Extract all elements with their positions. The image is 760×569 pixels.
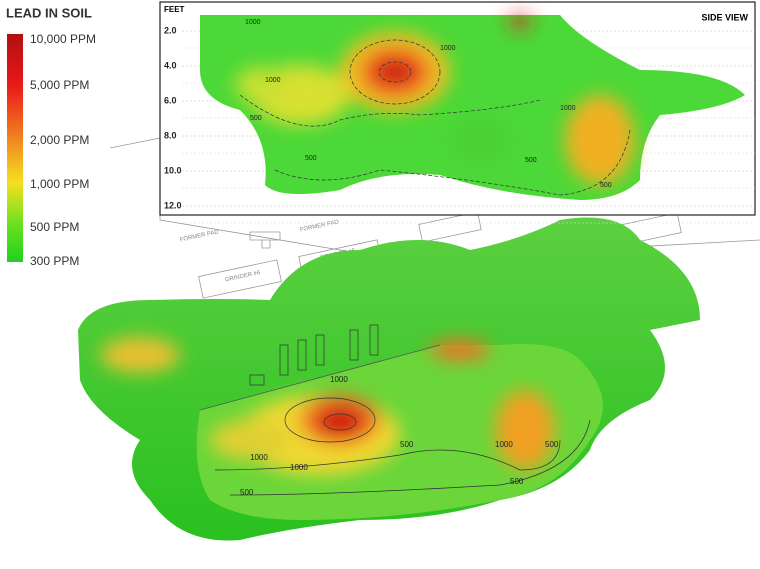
contour-label: 1000 — [495, 440, 513, 449]
site-label: GRINDER #6 — [224, 270, 261, 283]
legend-label: 10,000 PPM — [30, 32, 96, 46]
side-view-title: SIDE VIEW — [701, 12, 748, 22]
depth-tick-label: 2.0 — [164, 25, 177, 35]
contour-label: 1000 — [250, 453, 268, 462]
contour-label: 500 — [240, 488, 254, 497]
side-view: 2.0 4.0 6.0 8.0 10.0 12.0 1000 500 1000 500 1000 50… — [159, 1, 756, 224]
contour-label: 1000 — [330, 375, 348, 384]
contour-label: 500 — [600, 182, 612, 189]
depth-tick-label: 6.0 — [164, 95, 177, 105]
contour-label: 1000 — [265, 77, 281, 84]
legend-label: 500 PPM — [30, 220, 79, 234]
3d-model: 1000 1000 1000 500 500 1000 500 500 — [78, 217, 700, 541]
legend-label: 5,000 PPM — [30, 78, 89, 92]
legend: LEAD IN SOIL 10,000 PPM 5,000 PPM 2,000 PP… — [6, 5, 96, 268]
contour-label: 1000 — [440, 45, 456, 52]
depth-tick-label: 4.0 — [164, 60, 177, 70]
contour-label: 500 — [400, 440, 414, 449]
contour-label: 500 — [545, 440, 559, 449]
legend-label: 300 PPM — [30, 254, 79, 268]
contour-label: 1000 — [290, 463, 308, 472]
depth-tick-label: 12.0 — [164, 200, 182, 210]
legend-label: 2,000 PPM — [30, 133, 89, 147]
depth-tick-label: 8.0 — [164, 130, 177, 140]
contour-label: 500 — [510, 477, 524, 486]
contour-label: 500 — [250, 115, 262, 122]
depth-tick-label: 10.0 — [164, 165, 182, 175]
legend-label: 1,000 PPM — [30, 177, 89, 191]
contour-label: 1000 — [560, 105, 576, 112]
axis-label: FEET — [164, 5, 185, 14]
site-label: FORMER PAD — [299, 219, 340, 233]
legend-title: LEAD IN SOIL — [6, 5, 92, 20]
contour-label: 500 — [305, 155, 317, 162]
contour-label: 1000 — [245, 19, 261, 26]
contour-label: 500 — [525, 157, 537, 164]
site-label: FORMER PAD — [179, 229, 220, 243]
